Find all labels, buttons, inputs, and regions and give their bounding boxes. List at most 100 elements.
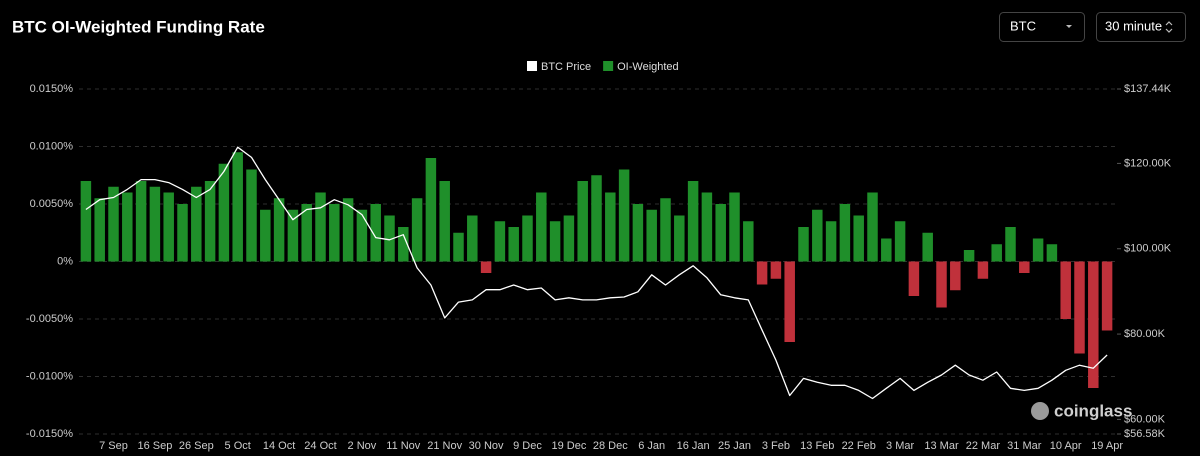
bar — [756, 261, 768, 285]
bar — [839, 204, 851, 262]
bar — [536, 192, 547, 262]
x-tick-label: 21 Nov — [427, 440, 462, 452]
bar — [894, 221, 906, 262]
x-tick-label: 13 Mar — [924, 440, 959, 452]
x-tick-label: 22 Feb — [842, 440, 876, 452]
interval-select[interactable] — [1096, 12, 1186, 42]
y2-tick-label: $137.44K — [1124, 83, 1172, 95]
bar — [812, 209, 823, 262]
interval-value: 30 minute — [1105, 18, 1162, 33]
asset-value: BTC — [1010, 18, 1036, 33]
x-tick-label: 7 Sep — [99, 440, 128, 452]
asset-select[interactable] — [999, 12, 1085, 42]
bar — [522, 215, 533, 262]
bar — [80, 181, 92, 262]
y-tick-label: 0% — [57, 255, 73, 267]
bar — [508, 227, 519, 262]
x-tick-label: 9 Dec — [513, 440, 542, 452]
bar — [715, 204, 726, 262]
y-tick-label: -0.0150% — [26, 428, 73, 440]
bar — [660, 198, 671, 262]
bar — [204, 181, 216, 262]
bar — [218, 163, 230, 262]
bar — [618, 169, 630, 262]
bar — [342, 198, 354, 262]
bar — [1101, 261, 1113, 331]
x-tick-label: 24 Oct — [304, 440, 336, 452]
watermark: coinglass — [1031, 401, 1132, 420]
y-tick-label: 0.0150% — [30, 83, 74, 95]
y2-tick-label: $100.00K — [1124, 243, 1172, 255]
bar — [936, 261, 947, 308]
bar — [646, 209, 657, 262]
page-title: BTC OI-Weighted Funding Rate — [12, 17, 265, 36]
y-tick-label: 0.0050% — [30, 198, 74, 210]
y-tick-label: 0.0100% — [30, 140, 74, 152]
bar — [605, 192, 616, 262]
price-line — [85, 146, 1108, 400]
bar — [881, 238, 892, 262]
updown-icon — [1165, 21, 1173, 33]
x-tick-label: 3 Feb — [762, 440, 790, 452]
bar — [329, 204, 340, 262]
bar — [825, 221, 837, 262]
bar — [480, 261, 492, 273]
bar — [315, 192, 326, 262]
legend-label: OI-Weighted — [617, 61, 679, 73]
bar — [191, 186, 202, 262]
x-tick-label: 14 Oct — [263, 440, 295, 452]
bar — [108, 186, 119, 262]
bar — [260, 209, 271, 262]
watermark-text: coinglass — [1054, 401, 1132, 420]
bar — [384, 215, 395, 262]
bar — [494, 221, 506, 262]
x-tick-label: 11 Nov — [386, 440, 421, 452]
bar — [149, 186, 161, 262]
legend-swatch — [603, 61, 614, 71]
bar — [991, 244, 1002, 262]
bar — [425, 158, 437, 262]
legend-swatch — [527, 61, 537, 71]
bar — [591, 175, 602, 262]
bar — [963, 250, 975, 262]
x-tick-label: 25 Jan — [718, 440, 751, 452]
x-tick-label: 19 Dec — [551, 440, 586, 452]
bar — [950, 261, 961, 291]
bar — [770, 261, 782, 279]
watermark-logo — [1031, 402, 1049, 420]
bar — [977, 261, 989, 279]
bar — [135, 181, 147, 262]
bar — [1088, 261, 1099, 388]
bar — [577, 181, 588, 262]
bar — [701, 192, 713, 262]
x-tick-label: 31 Mar — [1007, 440, 1042, 452]
bar — [1005, 227, 1016, 262]
bar — [467, 215, 478, 262]
bar — [743, 221, 754, 262]
y2-tick-label: $60.00K — [1124, 413, 1166, 425]
bar — [398, 227, 409, 262]
x-tick-label: 16 Sep — [137, 440, 172, 452]
y2-tick-label: $80.00K — [1124, 328, 1166, 340]
x-tick-label: 22 Mar — [966, 440, 1001, 452]
bar — [687, 181, 699, 262]
bar — [784, 261, 795, 342]
x-tick-label: 2 Nov — [348, 440, 377, 452]
x-tick-label: 26 Sep — [179, 440, 214, 452]
y-tick-label: -0.0050% — [26, 313, 73, 325]
bar — [453, 232, 464, 262]
bar — [922, 232, 933, 262]
bar — [674, 215, 685, 262]
y2-tick-label: $120.00K — [1124, 157, 1172, 169]
bar — [853, 215, 864, 262]
bar — [370, 204, 381, 262]
bar — [908, 261, 920, 296]
dropdown-arrow — [1066, 25, 1072, 28]
bar — [94, 198, 105, 262]
bar — [273, 198, 285, 262]
bar — [356, 209, 368, 262]
y-tick-label: -0.0100% — [26, 370, 73, 382]
bar — [1060, 261, 1071, 319]
